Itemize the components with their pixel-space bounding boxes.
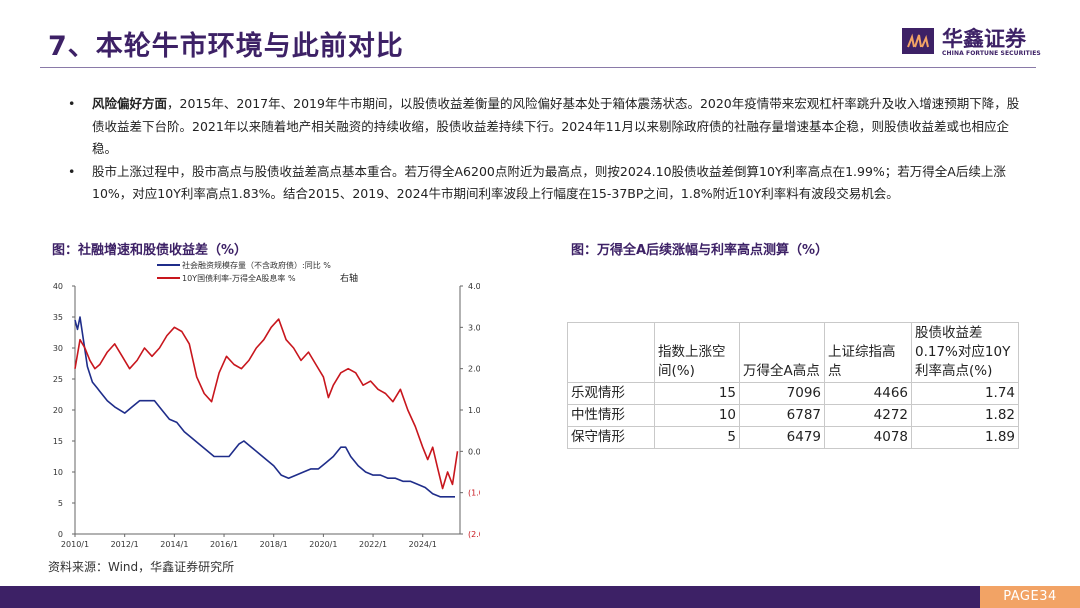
- right-table-caption: 图：万得全A后续涨幅与利率高点测算（%）: [571, 243, 829, 258]
- table-cell: 1.82: [911, 404, 1019, 427]
- bullet-item-rate-peak: • 股市上涨过程中，股市高点与股债收益差高点基本重合。若万得全A6200点附近为…: [68, 161, 1028, 206]
- y-right-tick-label: 1.00: [468, 406, 480, 415]
- bullet-dot-icon: •: [68, 163, 76, 179]
- table-cell: 保守情形: [567, 426, 655, 449]
- line-chart: 社会融资规模存量（不含政府债）:同比 %10Y国债利率-万得全A股息率 % 右轴 …: [53, 260, 480, 549]
- y-left-tick-label: 35: [53, 313, 63, 322]
- table-cell: 7096: [739, 382, 825, 405]
- legend-label: 10Y国债利率-万得全A股息率 %: [182, 273, 296, 283]
- right-axis-note: 右轴: [340, 272, 358, 284]
- y-left-tick-label: 10: [53, 468, 63, 477]
- x-tick-label: 2014/1: [160, 540, 188, 549]
- y-right-tick-label: (2.00): [468, 530, 480, 539]
- x-tick-label: 2024/1: [409, 540, 437, 549]
- x-tick-label: 2012/1: [111, 540, 139, 549]
- bullet-heading: 风险偏好方面: [92, 96, 168, 111]
- series-line-social-financing: [74, 316, 455, 498]
- series-line-equity-bond-spread: [74, 318, 459, 490]
- bullet-text: ，2015年、2017年、2019年牛市期间，以股债收益差衡量的风险偏好基本处于…: [92, 96, 1020, 156]
- scenario-table: 指数上涨空间(%) 万得全A高点 上证综指高点 股债收益差0.17%对应10Y利…: [567, 322, 1019, 449]
- y-right-tick-label: 3.00: [468, 323, 480, 332]
- y-right-tick-label: 0.00: [468, 447, 480, 456]
- table-header-cell: 股债收益差0.17%对应10Y利率高点(%): [911, 322, 1019, 383]
- table-cell: 1.74: [911, 382, 1019, 405]
- chart-legend: 社会融资规模存量（不含政府债）:同比 % 10Y国债利率-万得全A股息率 % 右轴: [157, 260, 358, 284]
- bullet-dot-icon: •: [68, 96, 76, 111]
- legend-label: 社会融资规模存量（不含政府债）:同比 %: [182, 260, 331, 270]
- table-cell: 15: [654, 382, 740, 405]
- table-cell: 1.89: [911, 426, 1019, 449]
- table-header-cell: [567, 322, 655, 383]
- brand-logo: 华鑫证券 CHINA FORTUNE SECURITIES: [902, 22, 1042, 62]
- y-left-tick-label: 0: [58, 530, 63, 539]
- table-row: 保守情形 5 6479 4078 1.89: [567, 426, 1019, 449]
- y-left-tick-label: 30: [53, 344, 63, 353]
- x-tick-label: 2016/1: [210, 540, 238, 549]
- bullet-list: • 风险偏好方面，2015年、2017年、2019年牛市期间，以股债收益差衡量的…: [68, 93, 1028, 206]
- logo-text-cn: 华鑫证券: [942, 27, 1026, 51]
- table-cell: 乐观情形: [567, 382, 655, 405]
- table-row: 中性情形 10 6787 4272 1.82: [567, 404, 1019, 427]
- logo-text-en: CHINA FORTUNE SECURITIES: [942, 50, 1041, 57]
- table-row: 乐观情形 15 7096 4466 1.74: [567, 382, 1019, 405]
- logo-mark-icon: [902, 28, 934, 54]
- bullet-text: 股市上涨过程中，股市高点与股债收益差高点基本重合。若万得全A6200点附近为最高…: [92, 163, 1006, 202]
- footer-bar: [0, 586, 1080, 608]
- left-chart-caption: 图：社融增速和股债收益差（%）: [52, 243, 248, 258]
- y-left-tick-label: 40: [53, 282, 63, 291]
- y-left-tick-label: 15: [53, 437, 63, 446]
- chart-axes: 0 5 10 15 20 25 30 35 40 (2.00) (1.00) 0.00 1.00 2.00…: [53, 282, 480, 549]
- bullet-item-risk-appetite: • 风险偏好方面，2015年、2017年、2019年牛市期间，以股债收益差衡量的…: [68, 93, 1028, 161]
- y-right-tick-label: 2.00: [468, 365, 480, 374]
- table-cell: 6787: [739, 404, 825, 427]
- y-left-tick-label: 20: [53, 406, 63, 415]
- y-right-tick-label: 4.00: [468, 282, 480, 291]
- table-cell: 4078: [824, 426, 912, 449]
- table-cell: 中性情形: [567, 404, 655, 427]
- y-right-tick-label: (1.00): [468, 489, 480, 498]
- table-cell: 5: [654, 426, 740, 449]
- table-header-cell: 上证综指高点: [824, 322, 912, 383]
- page-title: 7、本轮牛市环境与此前对比: [48, 31, 404, 62]
- table-cell: 4466: [824, 382, 912, 405]
- table-cell: 6479: [739, 426, 825, 449]
- header-divider: [40, 67, 1036, 68]
- y-left-tick-label: 25: [53, 375, 63, 384]
- x-tick-label: 2022/1: [359, 540, 387, 549]
- chart-series: [74, 316, 459, 498]
- table-cell: 10: [654, 404, 740, 427]
- x-tick-label: 2018/1: [260, 540, 288, 549]
- source-note: 资料来源：Wind，华鑫证券研究所: [48, 560, 235, 574]
- table-cell: 4272: [824, 404, 912, 427]
- x-tick-label: 2020/1: [309, 540, 337, 549]
- y-left-tick-label: 5: [58, 499, 63, 508]
- x-tick-label: 2010/1: [61, 540, 89, 549]
- table-header-cell: 万得全A高点: [739, 322, 825, 383]
- table-header-cell: 指数上涨空间(%): [654, 322, 740, 383]
- table-header-row: 指数上涨空间(%) 万得全A高点 上证综指高点 股债收益差0.17%对应10Y利…: [567, 322, 1019, 383]
- page-number: PAGE34: [980, 586, 1080, 608]
